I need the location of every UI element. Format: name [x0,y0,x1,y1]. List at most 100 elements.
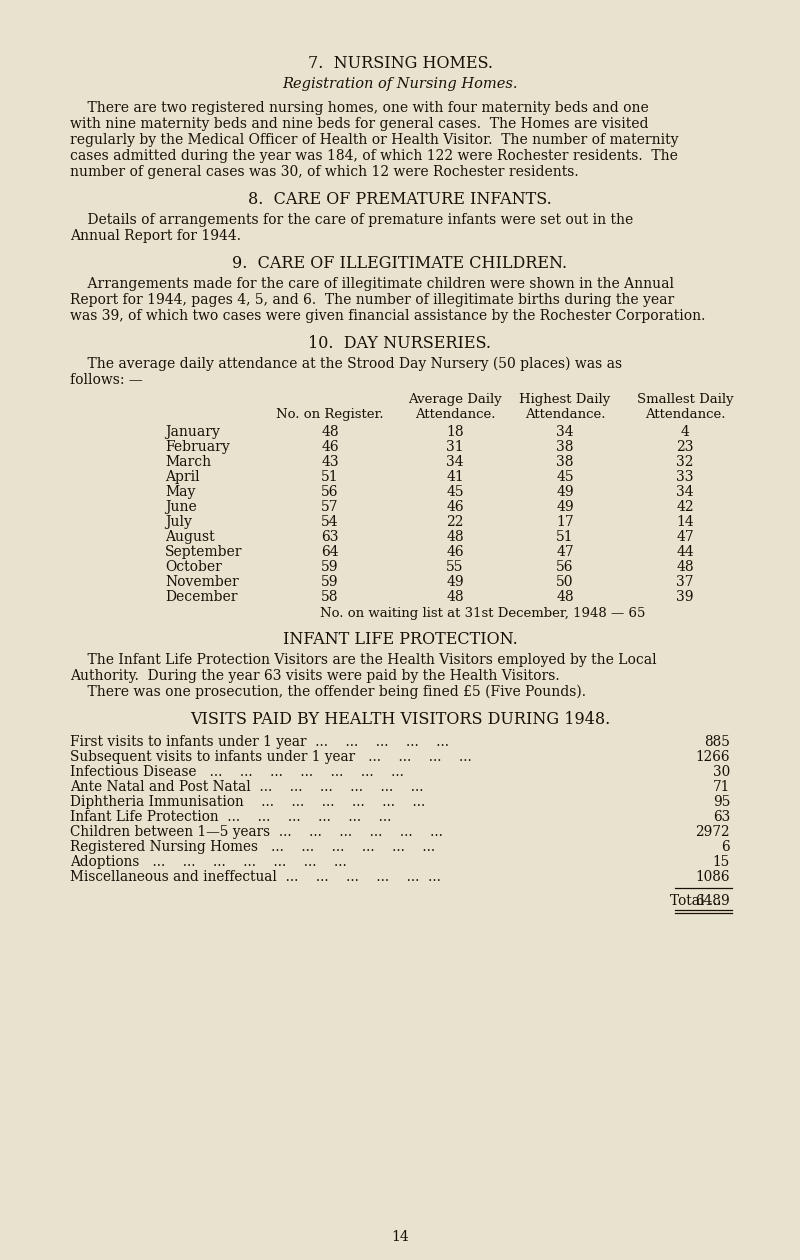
Text: Miscellaneous and ineffectual  ...    ...    ...    ...    ...  ...: Miscellaneous and ineffectual ... ... ..… [70,869,441,885]
Text: 1086: 1086 [695,869,730,885]
Text: Infant Life Protection  ...    ...    ...    ...    ...    ...: Infant Life Protection ... ... ... ... .… [70,810,391,824]
Text: 63: 63 [713,810,730,824]
Text: 34: 34 [446,455,464,469]
Text: INFANT LIFE PROTECTION.: INFANT LIFE PROTECTION. [282,631,518,648]
Text: Average Daily: Average Daily [408,393,502,406]
Text: 59: 59 [322,575,338,588]
Text: First visits to infants under 1 year  ...    ...    ...    ...    ...: First visits to infants under 1 year ...… [70,735,449,748]
Text: 34: 34 [676,485,694,499]
Text: 30: 30 [713,765,730,779]
Text: 54: 54 [321,515,339,529]
Text: 9.  CARE OF ILLEGITIMATE CHILDREN.: 9. CARE OF ILLEGITIMATE CHILDREN. [233,255,567,272]
Text: There was one prosecution, the offender being fined £5 (Five Pounds).: There was one prosecution, the offender … [70,685,586,699]
Text: 23: 23 [676,440,694,454]
Text: Children between 1—5 years  ...    ...    ...    ...    ...    ...: Children between 1—5 years ... ... ... .… [70,825,443,839]
Text: 46: 46 [321,440,339,454]
Text: Annual Report for 1944.: Annual Report for 1944. [70,229,241,243]
Text: 2972: 2972 [695,825,730,839]
Text: 49: 49 [556,485,574,499]
Text: 51: 51 [321,470,339,484]
Text: 48: 48 [446,530,464,544]
Text: 7.  NURSING HOMES.: 7. NURSING HOMES. [307,55,493,72]
Text: The Infant Life Protection Visitors are the Health Visitors employed by the Loca: The Infant Life Protection Visitors are … [70,653,657,667]
Text: 885: 885 [704,735,730,748]
Text: Registered Nursing Homes   ...    ...    ...    ...    ...    ...: Registered Nursing Homes ... ... ... ...… [70,840,435,854]
Text: 64: 64 [321,546,339,559]
Text: Smallest Daily: Smallest Daily [637,393,734,406]
Text: cases admitted during the year was 184, of which 122 were Rochester residents.  : cases admitted during the year was 184, … [70,149,678,163]
Text: follows: —: follows: — [70,373,142,387]
Text: 6489: 6489 [695,895,730,908]
Text: Report for 1944, pages 4, 5, and 6.  The number of illegitimate births during th: Report for 1944, pages 4, 5, and 6. The … [70,294,674,307]
Text: 41: 41 [446,470,464,484]
Text: No. on waiting list at 31st December, 1948 — 65: No. on waiting list at 31st December, 19… [320,607,646,620]
Text: 38: 38 [556,455,574,469]
Text: 6: 6 [722,840,730,854]
Text: 49: 49 [556,500,574,514]
Text: Subsequent visits to infants under 1 year   ...    ...    ...    ...: Subsequent visits to infants under 1 yea… [70,750,472,764]
Text: 48: 48 [676,559,694,575]
Text: 17: 17 [556,515,574,529]
Text: 43: 43 [321,455,339,469]
Text: 1266: 1266 [695,750,730,764]
Text: 4: 4 [681,425,690,438]
Text: There are two registered nursing homes, one with four maternity beds and one: There are two registered nursing homes, … [70,101,649,115]
Text: 18: 18 [446,425,464,438]
Text: 47: 47 [556,546,574,559]
Text: April: April [165,470,200,484]
Text: 48: 48 [446,590,464,604]
Text: 31: 31 [446,440,464,454]
Text: Registration of Nursing Homes.: Registration of Nursing Homes. [282,77,518,91]
Text: was 39, of which two cases were given financial assistance by the Rochester Corp: was 39, of which two cases were given fi… [70,309,706,323]
Text: Details of arrangements for the care of premature infants were set out in the: Details of arrangements for the care of … [70,213,634,227]
Text: July: July [165,515,192,529]
Text: 10.  DAY NURSERIES.: 10. DAY NURSERIES. [309,335,491,352]
Text: 51: 51 [556,530,574,544]
Text: Highest Daily: Highest Daily [519,393,610,406]
Text: 50: 50 [556,575,574,588]
Text: 56: 56 [322,485,338,499]
Text: Authority.  During the year 63 visits were paid by the Health Visitors.: Authority. During the year 63 visits wer… [70,669,560,683]
Text: 22: 22 [446,515,464,529]
Text: 95: 95 [713,795,730,809]
Text: 71: 71 [713,780,730,794]
Text: The average daily attendance at the Strood Day Nursery (50 places) was as: The average daily attendance at the Stro… [70,357,622,372]
Text: 14: 14 [676,515,694,529]
Text: VISITS PAID BY HEALTH VISITORS DURING 1948.: VISITS PAID BY HEALTH VISITORS DURING 19… [190,711,610,728]
Text: September: September [165,546,242,559]
Text: 45: 45 [446,485,464,499]
Text: 56: 56 [556,559,574,575]
Text: March: March [165,455,211,469]
Text: June: June [165,500,197,514]
Text: 8.  CARE OF PREMATURE INFANTS.: 8. CARE OF PREMATURE INFANTS. [248,192,552,208]
Text: Total ...: Total ... [670,895,722,908]
Text: 15: 15 [713,856,730,869]
Text: 59: 59 [322,559,338,575]
Text: 42: 42 [676,500,694,514]
Text: Attendance.: Attendance. [525,408,606,421]
Text: Arrangements made for the care of illegitimate children were shown in the Annual: Arrangements made for the care of illegi… [70,277,674,291]
Text: 37: 37 [676,575,694,588]
Text: October: October [165,559,222,575]
Text: August: August [165,530,214,544]
Text: 49: 49 [446,575,464,588]
Text: 14: 14 [391,1230,409,1244]
Text: Diphtheria Immunisation    ...    ...    ...    ...    ...    ...: Diphtheria Immunisation ... ... ... ... … [70,795,426,809]
Text: Adoptions   ...    ...    ...    ...    ...    ...    ...: Adoptions ... ... ... ... ... ... ... [70,856,346,869]
Text: 32: 32 [676,455,694,469]
Text: 48: 48 [556,590,574,604]
Text: with nine maternity beds and nine beds for general cases.  The Homes are visited: with nine maternity beds and nine beds f… [70,117,649,131]
Text: 38: 38 [556,440,574,454]
Text: 44: 44 [676,546,694,559]
Text: 45: 45 [556,470,574,484]
Text: 46: 46 [446,500,464,514]
Text: Attendance.: Attendance. [414,408,495,421]
Text: 33: 33 [676,470,694,484]
Text: number of general cases was 30, of which 12 were Rochester residents.: number of general cases was 30, of which… [70,165,578,179]
Text: 46: 46 [446,546,464,559]
Text: 55: 55 [446,559,464,575]
Text: 47: 47 [676,530,694,544]
Text: regularly by the Medical Officer of Health or Health Visitor.  The number of mat: regularly by the Medical Officer of Heal… [70,134,678,147]
Text: May: May [165,485,195,499]
Text: January: January [165,425,220,438]
